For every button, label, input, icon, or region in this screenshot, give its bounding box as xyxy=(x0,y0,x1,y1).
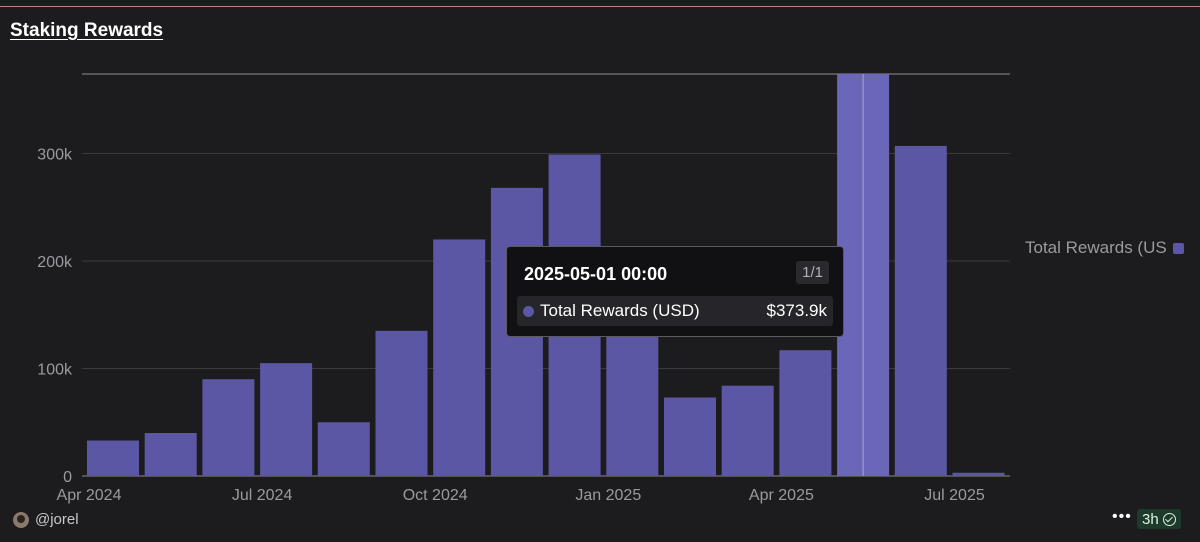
freshness-badge[interactable]: 3h xyxy=(1137,509,1181,529)
bar[interactable] xyxy=(779,350,832,476)
tooltip-header: 2025-05-01 00:00 xyxy=(524,264,668,284)
check-circle-icon xyxy=(1162,512,1176,526)
bar[interactable] xyxy=(317,422,370,476)
series-dot-icon xyxy=(523,305,534,317)
tooltip-series-label: Total Rewards (USD) xyxy=(540,301,700,320)
bar[interactable] xyxy=(375,330,428,476)
x-tick-label: Apr 2024 xyxy=(57,487,122,504)
y-tick-label: 300k xyxy=(37,146,73,163)
y-tick-label: 0 xyxy=(63,469,72,486)
bar[interactable] xyxy=(433,239,486,476)
author[interactable]: @jorel xyxy=(13,511,79,528)
bar[interactable] xyxy=(721,385,774,476)
bar[interactable] xyxy=(606,336,659,476)
x-tick-label: Jul 2025 xyxy=(924,487,985,504)
chart-title[interactable]: Staking Rewards xyxy=(10,20,164,41)
bar[interactable] xyxy=(260,363,313,476)
author-handle: @jorel xyxy=(35,511,79,528)
legend-swatch xyxy=(1172,242,1184,254)
x-tick-label: Jul 2024 xyxy=(232,487,293,504)
tooltip-count: 1/1 xyxy=(796,261,829,284)
top-border xyxy=(0,6,1200,7)
x-tick-label: Jan 2025 xyxy=(575,487,641,504)
avatar xyxy=(13,511,29,528)
more-icon[interactable]: ••• xyxy=(1112,508,1132,525)
freshness-label: 3h xyxy=(1142,510,1159,528)
x-tick-label: Apr 2025 xyxy=(749,487,814,504)
bar[interactable] xyxy=(202,379,255,476)
x-axis-ticks: Apr 2024 Jul 2024 Oct 2024 Jan 2025 Apr 2025… xyxy=(57,487,985,504)
y-tick-label: 200k xyxy=(37,254,73,271)
x-tick-label: Oct 2024 xyxy=(403,487,468,504)
tooltip-value: $373.9k xyxy=(766,301,828,320)
bar[interactable] xyxy=(664,397,716,476)
y-axis-ticks: 0 100k 200k 300k xyxy=(37,146,73,486)
bar[interactable] xyxy=(952,472,1005,476)
tooltip: 2025-05-01 00:00 1/1 Total Rewards (USD)… xyxy=(506,246,844,337)
legend[interactable]: Total Rewards (US xyxy=(1025,238,1184,258)
bar[interactable] xyxy=(144,432,197,476)
y-tick-label: 100k xyxy=(37,361,73,378)
legend-label: Total Rewards (US xyxy=(1025,238,1167,257)
tooltip-row: Total Rewards (USD) $373.9k xyxy=(517,296,833,326)
bar[interactable] xyxy=(87,440,139,476)
bar[interactable] xyxy=(894,145,947,476)
